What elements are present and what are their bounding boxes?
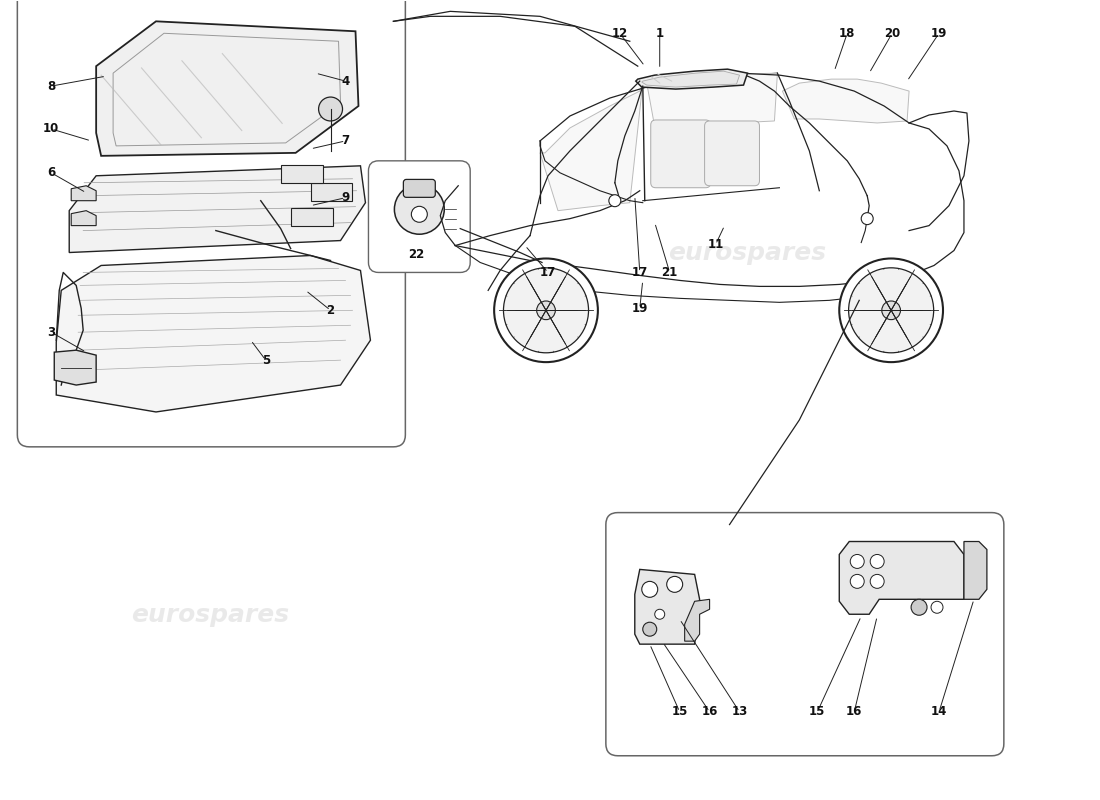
Circle shape [848,268,934,353]
Text: 15: 15 [671,706,688,718]
Polygon shape [96,22,359,156]
Text: 5: 5 [262,354,270,366]
Circle shape [911,599,927,615]
Text: 17: 17 [631,266,648,279]
FancyBboxPatch shape [651,120,711,188]
Text: eurospares: eurospares [669,241,826,265]
Circle shape [654,610,664,619]
Text: 21: 21 [661,266,678,279]
Text: 17: 17 [540,266,557,279]
Circle shape [641,582,658,598]
Text: 2: 2 [327,304,334,317]
Text: 3: 3 [47,326,55,338]
FancyBboxPatch shape [404,179,436,198]
FancyBboxPatch shape [18,0,406,447]
Text: 15: 15 [810,706,825,718]
Polygon shape [540,83,642,210]
Polygon shape [635,570,700,644]
Text: 7: 7 [341,134,350,147]
Polygon shape [964,542,987,599]
Circle shape [494,258,598,362]
Polygon shape [56,255,371,412]
Circle shape [537,301,556,320]
Circle shape [850,574,865,588]
Polygon shape [782,79,909,123]
Text: 12: 12 [612,26,628,40]
Circle shape [861,213,873,225]
Text: 6: 6 [47,166,55,179]
Text: 16: 16 [702,706,718,718]
Circle shape [411,206,427,222]
FancyBboxPatch shape [280,165,322,182]
Text: 18: 18 [839,26,856,40]
Polygon shape [54,350,96,385]
Circle shape [882,301,901,320]
Text: 9: 9 [341,191,350,204]
Text: eurospares: eurospares [131,603,289,627]
Polygon shape [69,166,365,253]
Text: 22: 22 [408,248,425,261]
Circle shape [609,194,620,206]
FancyBboxPatch shape [290,208,332,226]
Text: 13: 13 [732,706,748,718]
Circle shape [642,622,657,636]
Circle shape [504,268,588,353]
Polygon shape [641,71,739,87]
Circle shape [319,97,342,121]
Polygon shape [684,599,710,641]
Text: 19: 19 [931,26,947,40]
Polygon shape [636,69,748,89]
Text: eurospares: eurospares [669,603,826,627]
Circle shape [395,184,444,234]
Polygon shape [72,210,96,226]
Circle shape [870,574,884,588]
Circle shape [850,554,865,569]
Circle shape [667,576,683,592]
Circle shape [931,602,943,614]
Polygon shape [647,73,778,127]
Polygon shape [839,542,964,614]
Text: 19: 19 [631,302,648,315]
Circle shape [870,554,884,569]
Text: 4: 4 [341,74,350,88]
Text: 11: 11 [707,238,724,251]
Text: 20: 20 [884,26,900,40]
Circle shape [839,258,943,362]
Polygon shape [72,186,96,201]
FancyBboxPatch shape [310,182,352,201]
Text: 16: 16 [846,706,862,718]
Text: 14: 14 [931,706,947,718]
FancyBboxPatch shape [705,121,759,186]
Text: 1: 1 [656,26,663,40]
Text: 8: 8 [47,79,55,93]
Text: eurospares: eurospares [131,241,289,265]
Text: 10: 10 [43,122,59,135]
FancyBboxPatch shape [368,161,470,273]
FancyBboxPatch shape [606,513,1004,756]
